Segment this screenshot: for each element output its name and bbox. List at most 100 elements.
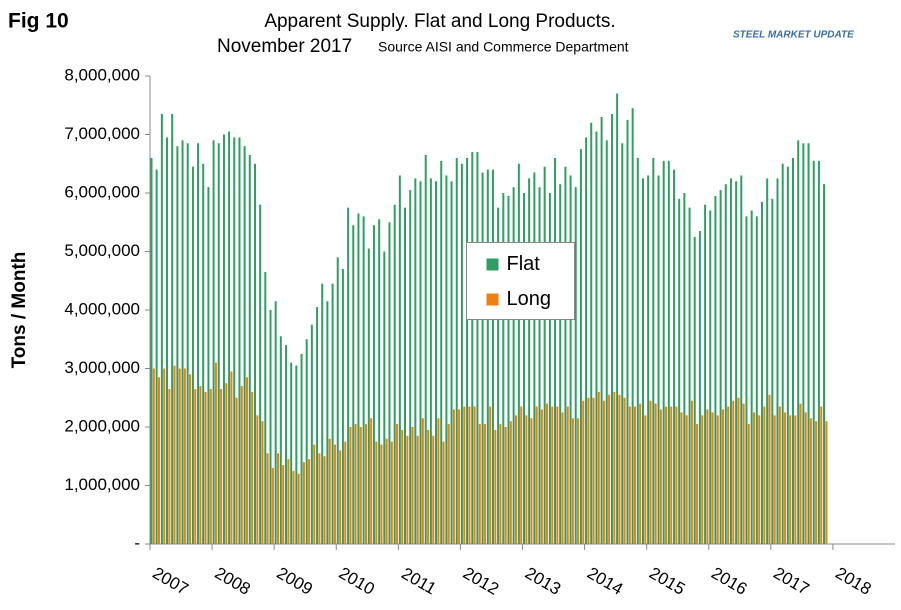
x-tick-label: 2017 <box>770 563 812 598</box>
bar <box>618 394 621 544</box>
x-tick-label: 2015 <box>646 563 688 598</box>
bar <box>455 157 458 544</box>
bar <box>820 406 823 544</box>
bar <box>747 424 750 544</box>
bar <box>166 137 169 545</box>
bar <box>590 122 593 545</box>
bar <box>409 190 412 544</box>
bar <box>212 140 215 544</box>
y-tick-label: 3,000,000 <box>64 358 140 377</box>
x-tick-label: 2014 <box>584 563 626 598</box>
bar <box>380 444 383 544</box>
bar <box>533 172 536 544</box>
y-tick-label: - <box>134 533 140 552</box>
bar <box>802 143 805 544</box>
bar <box>561 412 564 544</box>
bar <box>559 184 562 544</box>
x-tick-label: 2008 <box>211 563 253 598</box>
bar <box>688 207 691 544</box>
bar <box>535 406 538 544</box>
bar <box>209 388 212 544</box>
bar <box>245 377 248 544</box>
bar <box>349 427 352 544</box>
legend-swatch <box>486 258 499 271</box>
x-tick-label: 2018 <box>832 563 874 598</box>
bar <box>569 175 572 544</box>
bar <box>729 178 732 544</box>
bar <box>256 415 259 544</box>
chart-title: Apparent Supply. Flat and Long Products. <box>264 11 615 32</box>
y-axis-label: Tons / Month <box>9 252 30 369</box>
bar <box>667 160 670 544</box>
bar <box>295 365 298 544</box>
bar <box>784 412 787 544</box>
bar <box>670 406 673 544</box>
bar <box>600 116 603 544</box>
bar <box>735 181 738 545</box>
bar <box>336 257 339 544</box>
bar <box>318 453 321 544</box>
bar <box>740 175 743 544</box>
bar <box>424 154 427 544</box>
legend-label: Flat <box>507 253 541 275</box>
bar <box>602 400 605 544</box>
bar <box>191 166 194 545</box>
bar <box>812 160 815 544</box>
bar <box>768 394 771 544</box>
bar <box>698 231 701 544</box>
bar <box>809 418 812 544</box>
bar <box>528 178 531 544</box>
bar <box>649 400 652 544</box>
bar <box>714 195 717 545</box>
bar <box>608 394 611 544</box>
bar <box>445 175 448 544</box>
bar <box>799 403 802 544</box>
x-tick-label: 2013 <box>522 563 564 598</box>
bar <box>406 435 409 544</box>
bar <box>261 421 264 544</box>
bar <box>476 152 479 545</box>
x-tick-label: 2012 <box>460 563 502 598</box>
bar <box>403 207 406 544</box>
y-tick-label: 4,000,000 <box>64 299 140 318</box>
bar <box>197 143 200 544</box>
bar <box>463 406 466 544</box>
bar <box>331 283 334 544</box>
bar <box>716 415 719 544</box>
bar <box>264 271 267 544</box>
bar <box>158 377 161 544</box>
bar <box>217 143 220 544</box>
bar <box>225 383 228 544</box>
bar <box>481 172 484 544</box>
x-tick-label: 2007 <box>149 563 191 598</box>
bar <box>742 403 745 544</box>
bar <box>647 175 650 544</box>
bar <box>202 163 205 544</box>
bar <box>706 409 709 544</box>
bar <box>499 424 502 544</box>
bar <box>375 441 378 544</box>
bar <box>512 187 515 544</box>
bar <box>473 406 476 544</box>
bar <box>639 403 642 544</box>
bar <box>248 154 251 544</box>
bar <box>577 418 580 544</box>
bar <box>240 386 243 544</box>
bar <box>341 269 344 544</box>
bar <box>817 160 820 544</box>
bar <box>654 403 657 544</box>
bar <box>551 406 554 544</box>
bar <box>571 418 574 544</box>
bar <box>370 418 373 544</box>
bar <box>228 131 231 544</box>
bar <box>466 157 469 544</box>
bar <box>442 441 445 544</box>
bar <box>613 391 616 544</box>
bar <box>693 236 696 544</box>
bar <box>489 406 492 544</box>
bar <box>364 424 367 544</box>
bar <box>352 225 355 545</box>
bar <box>253 163 256 544</box>
bar <box>279 336 282 544</box>
bar <box>727 406 730 544</box>
